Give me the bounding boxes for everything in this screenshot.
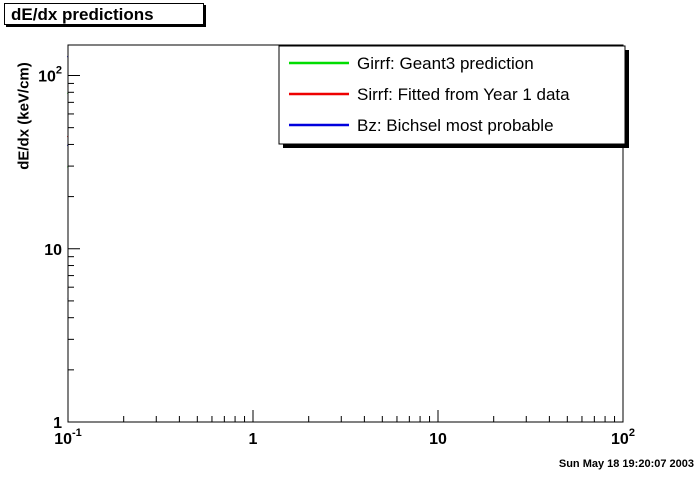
legend-label: Sirrf: Fitted from Year 1 data: [357, 85, 570, 104]
y-tick-label: 1: [53, 415, 62, 432]
y-tick-label: 102: [38, 65, 62, 86]
x-tick-label: 10-1: [54, 427, 82, 448]
chart-title: dE/dx predictions: [4, 3, 204, 25]
legend: Girrf: Geant3 prediction Sirrf: Fitted fr…: [278, 45, 629, 148]
x-tick-label: 10: [429, 431, 447, 448]
x-tick-label: 1: [249, 431, 258, 448]
y-axis-label: dE/dx (keV/cm): [15, 62, 33, 170]
timestamp: Sun May 18 19:20:07 2003: [558, 458, 694, 470]
y-tick-label: 10: [44, 242, 62, 259]
legend-label: Girrf: Geant3 prediction: [357, 54, 534, 73]
legend-label: Bz: Bichsel most probable: [357, 116, 554, 135]
x-tick-label: 102: [611, 427, 635, 448]
